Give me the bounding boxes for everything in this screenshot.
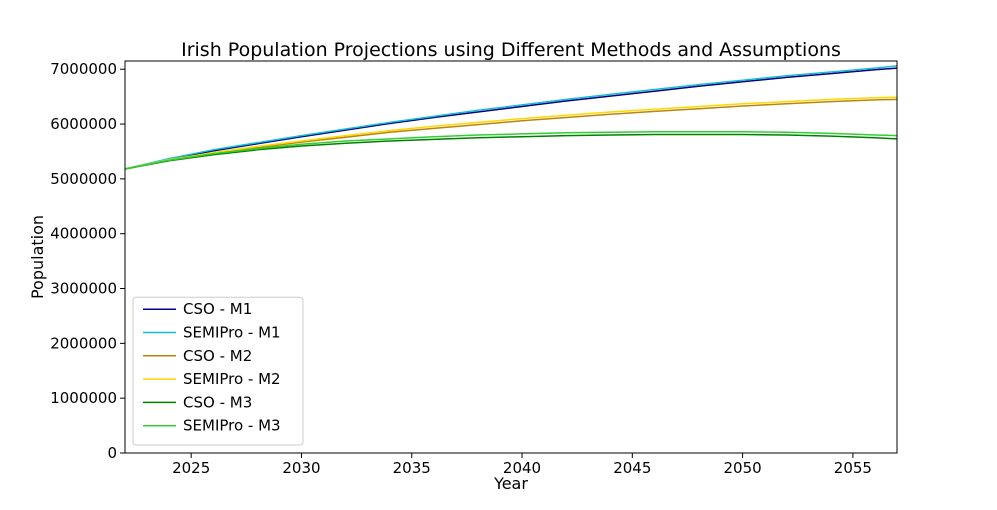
axes-layer	[124, 60, 898, 454]
chart-title: Irish Population Projections using Diffe…	[181, 39, 841, 61]
x-tick-label: 2050	[724, 459, 762, 477]
legend-label: CSO - M3	[183, 393, 252, 411]
series-line-semipro-m3	[124, 130, 898, 170]
legend-label: SEMIPro - M3	[183, 417, 281, 435]
x-axis-label: Year	[493, 474, 528, 493]
x-tick-label: 2030	[282, 459, 320, 477]
y-tick-label: 0	[107, 444, 117, 462]
plot-frame	[124, 60, 898, 454]
y-ticks: 0 1000000 2000000 3000000 4000000 5000000 6000…	[50, 60, 125, 462]
y-tick-label: 7000000	[50, 60, 117, 78]
y-tick-label: 5000000	[50, 170, 117, 188]
y-axis-label: Population	[28, 215, 47, 299]
legend-label: CSO - M2	[183, 347, 252, 365]
series-line-semipro-m2	[124, 96, 898, 170]
x-tick-label: 2040	[503, 459, 541, 477]
series-line-cso-m3	[124, 133, 898, 170]
series-line-cso-m2	[124, 98, 898, 170]
series-line-semipro-m1	[124, 65, 898, 170]
y-tick-label: 2000000	[50, 334, 117, 352]
legend-box	[132, 296, 304, 446]
y-tick-label: 4000000	[50, 225, 117, 243]
x-tick-label: 2035	[393, 459, 431, 477]
x-tick-label: 2055	[834, 459, 872, 477]
x-tick-label: 2045	[613, 459, 651, 477]
series-line-cso-m1	[124, 67, 898, 170]
legend-label: SEMIPro - M1	[183, 324, 281, 342]
x-ticks: 2025 2030 2035 2040 2045 2050 2055	[172, 453, 872, 477]
y-tick-label: 3000000	[50, 280, 117, 298]
legend: CSO - M1 SEMIPro - M1 CSO - M2 SEMIPro - M2…	[132, 296, 304, 446]
x-tick-label: 2025	[172, 459, 210, 477]
legend-label: SEMIPro - M2	[183, 370, 281, 388]
y-tick-label: 1000000	[50, 389, 117, 407]
legend-label: CSO - M1	[183, 300, 252, 318]
series-layer	[124, 65, 898, 170]
y-tick-label: 6000000	[50, 115, 117, 133]
